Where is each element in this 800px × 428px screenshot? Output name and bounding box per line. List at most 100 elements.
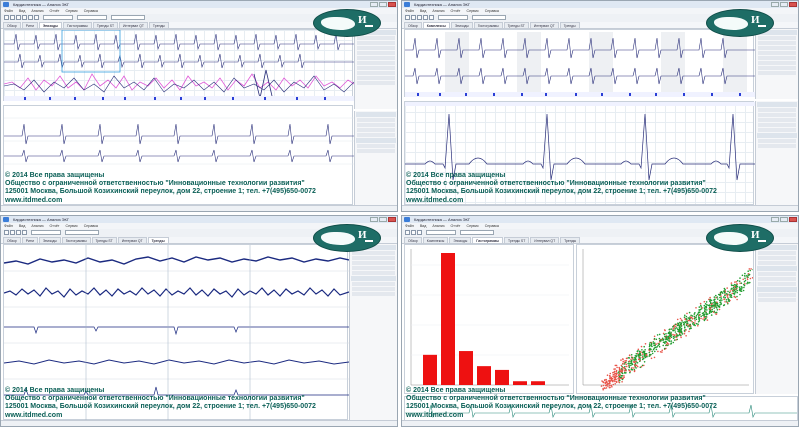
minimize-button[interactable] xyxy=(771,2,779,7)
open-icon[interactable] xyxy=(4,230,9,235)
list-item[interactable] xyxy=(357,81,395,85)
option-row[interactable] xyxy=(758,282,796,286)
open-icon[interactable] xyxy=(405,15,410,20)
print-icon[interactable] xyxy=(16,15,21,20)
settings-icon[interactable] xyxy=(34,15,39,20)
close-button[interactable] xyxy=(789,217,797,222)
list-item[interactable] xyxy=(758,36,796,40)
tab-qt[interactable]: Интервал QT xyxy=(117,237,147,243)
option-row[interactable] xyxy=(758,139,796,143)
list-item[interactable] xyxy=(357,76,395,80)
menu-report[interactable]: Отчёт xyxy=(49,9,60,13)
list-item[interactable] xyxy=(357,46,395,50)
save-icon[interactable] xyxy=(411,15,416,20)
option-row[interactable] xyxy=(357,128,395,132)
option-row[interactable] xyxy=(758,293,796,297)
tab-overview[interactable]: Обзор xyxy=(404,22,422,28)
zoom-in-icon[interactable] xyxy=(22,15,27,20)
ecg-overview-panel[interactable] xyxy=(3,29,354,101)
close-button[interactable] xyxy=(388,2,396,7)
mode-select[interactable] xyxy=(426,230,456,235)
option-row[interactable] xyxy=(758,298,796,302)
option-row[interactable] xyxy=(758,256,796,260)
list-item[interactable] xyxy=(758,56,796,60)
tab-trends[interactable]: Тренды xyxy=(559,22,580,28)
checkbox-row[interactable] xyxy=(352,256,395,260)
option-row[interactable] xyxy=(758,261,796,265)
time-field[interactable] xyxy=(460,230,494,235)
option-row[interactable] xyxy=(357,133,395,137)
list-item[interactable] xyxy=(357,36,395,40)
option-row[interactable] xyxy=(758,123,796,127)
histogram-panel[interactable] xyxy=(404,244,574,394)
tab-histograms[interactable]: Гистограммы xyxy=(61,237,91,243)
tab-trends[interactable]: Тренды xyxy=(148,22,169,28)
print-icon[interactable] xyxy=(417,230,422,235)
list-item[interactable] xyxy=(758,46,796,50)
option-row[interactable] xyxy=(357,118,395,122)
menu-analysis[interactable]: Анализ xyxy=(31,9,44,13)
tab-st-trends[interactable]: Тренды ST xyxy=(503,22,529,28)
option-row[interactable] xyxy=(758,277,796,281)
open-icon[interactable] xyxy=(4,15,9,20)
checkbox-row[interactable] xyxy=(352,271,395,275)
menu-file[interactable]: Файл xyxy=(405,9,414,13)
option-row[interactable] xyxy=(357,149,395,153)
tab-episodes[interactable]: Эпизоды xyxy=(38,237,61,243)
tab-histograms[interactable]: Гистограммы xyxy=(473,22,503,28)
menu-service[interactable]: Сервис xyxy=(65,9,78,13)
tab-overview[interactable]: Обзор xyxy=(3,237,21,243)
tab-episodes[interactable]: Эпизоды xyxy=(38,22,63,28)
menu-service[interactable]: Сервис xyxy=(466,224,479,228)
ecg-zoom-panel[interactable] xyxy=(404,101,755,205)
list-item[interactable] xyxy=(758,41,796,45)
menu-view[interactable]: Вид xyxy=(18,224,26,228)
save-icon[interactable] xyxy=(411,230,416,235)
ecg-mini-strip[interactable] xyxy=(404,396,798,422)
zoom-out-icon[interactable] xyxy=(28,15,33,20)
menu-report[interactable]: Отчёт xyxy=(49,224,60,228)
time-field[interactable] xyxy=(65,230,99,235)
option-row[interactable] xyxy=(758,113,796,117)
checkbox-row[interactable] xyxy=(352,266,395,270)
minimize-button[interactable] xyxy=(771,217,779,222)
ecg-detail-panel[interactable] xyxy=(3,105,354,205)
minimize-button[interactable] xyxy=(370,217,378,222)
save-icon[interactable] xyxy=(10,230,15,235)
complex-strips-panel[interactable] xyxy=(404,29,755,97)
menu-view[interactable]: Вид xyxy=(419,9,427,13)
maximize-button[interactable] xyxy=(379,217,387,222)
option-row[interactable] xyxy=(758,144,796,148)
tab-trends[interactable]: Тренды xyxy=(147,237,169,243)
open-icon[interactable] xyxy=(405,230,410,235)
tab-st-trends[interactable]: Тренды ST xyxy=(91,237,117,243)
time-field[interactable] xyxy=(472,15,506,20)
list-item[interactable] xyxy=(758,51,796,55)
tab-st-trends[interactable]: Тренды ST xyxy=(92,22,119,28)
menu-view[interactable]: Вид xyxy=(419,224,427,228)
tab-rhythm[interactable]: Ритм xyxy=(21,22,38,28)
tab-episodes[interactable]: Эпизоды xyxy=(449,237,472,243)
menu-analysis[interactable]: Анализ xyxy=(432,224,445,228)
menu-report[interactable]: Отчёт xyxy=(450,224,461,228)
zoom-in-icon[interactable] xyxy=(423,15,428,20)
option-row[interactable] xyxy=(758,128,796,132)
list-item[interactable] xyxy=(357,56,395,60)
selection-box[interactable] xyxy=(61,30,121,73)
menu-help[interactable]: Справка xyxy=(83,224,98,228)
menu-help[interactable]: Справка xyxy=(484,224,499,228)
option-row[interactable] xyxy=(758,108,796,112)
close-button[interactable] xyxy=(388,217,396,222)
menu-file[interactable]: Файл xyxy=(4,224,13,228)
menu-analysis[interactable]: Анализ xyxy=(31,224,44,228)
mode-select[interactable] xyxy=(31,230,61,235)
mode-select[interactable] xyxy=(438,15,468,20)
tab-complexes[interactable]: Комплексы xyxy=(422,22,450,28)
option-row[interactable] xyxy=(357,123,395,127)
print-icon[interactable] xyxy=(417,15,422,20)
menu-report[interactable]: Отчёт xyxy=(450,9,461,13)
time-field[interactable] xyxy=(111,15,145,20)
tab-complexes[interactable]: Комплексы xyxy=(422,237,449,243)
menu-file[interactable]: Файл xyxy=(4,9,13,13)
list-item[interactable] xyxy=(357,61,395,65)
